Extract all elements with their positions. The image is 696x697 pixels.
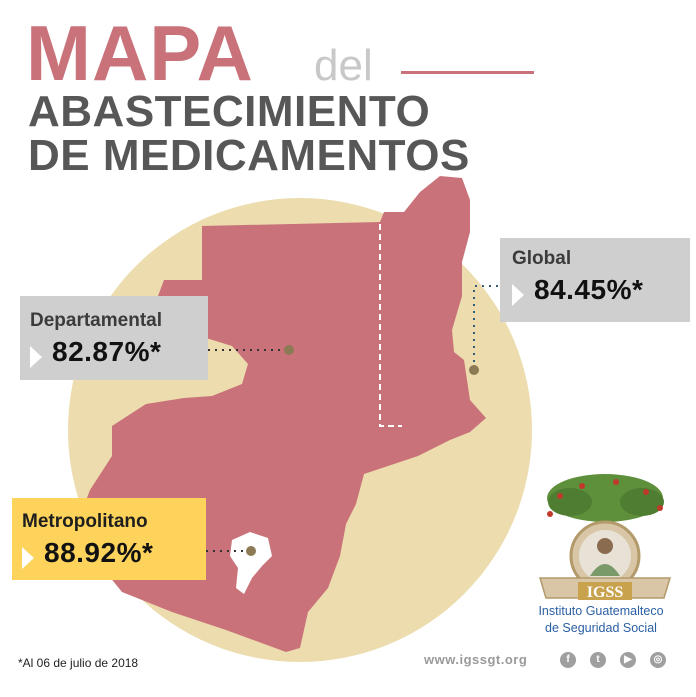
marker-global — [469, 365, 479, 375]
metropolitan-area — [230, 532, 272, 594]
stat-value-global: 84.45%* — [534, 274, 644, 305]
stat-value-departamental: 82.87%* — [52, 336, 162, 367]
stat-label-departamental: Departamental — [30, 310, 162, 331]
twitter-icon[interactable]: t — [590, 652, 606, 668]
instagram-icon[interactable]: ◎ — [650, 652, 666, 668]
stat-label-metropolitano: Metropolitano — [22, 511, 148, 532]
stat-box-global: Global 84.45%* — [500, 238, 690, 322]
igss-logo: IGSS — [538, 474, 672, 601]
stat-label-global: Global — [512, 248, 572, 269]
logo-name-line1: Instituto Guatemalteco — [538, 604, 664, 618]
youtube-icon[interactable]: ▶ — [620, 652, 636, 668]
logo-badge-text: IGSS — [587, 584, 624, 601]
logo-name-line2: de Seguridad Social — [545, 621, 657, 635]
stat-box-metropolitano: Metropolitano 88.92%* — [12, 498, 206, 580]
title-line-abastecimiento: ABASTECIMIENTO — [28, 87, 431, 136]
stat-box-departamental: Departamental 82.87%* — [20, 296, 208, 380]
stat-value-metropolitano: 88.92%* — [44, 537, 154, 568]
title-mapa: MAPA — [26, 9, 254, 97]
footnote-date: *Al 06 de julio de 2018 — [18, 656, 139, 670]
title-line-medicamentos: DE MEDICAMENTOS — [28, 131, 470, 180]
connector-global — [473, 285, 498, 368]
triangle-icon — [512, 283, 524, 306]
triangle-icon — [22, 546, 34, 569]
marker-metropolitano — [246, 546, 256, 556]
marker-departamental — [284, 345, 294, 355]
title-del: del — [314, 41, 373, 90]
triangle-icon — [30, 345, 42, 368]
divider-dashed-line — [379, 224, 402, 427]
title-rule — [401, 71, 534, 74]
facebook-icon[interactable]: f — [560, 652, 576, 668]
website-link[interactable]: www.igssgt.org — [424, 652, 528, 667]
